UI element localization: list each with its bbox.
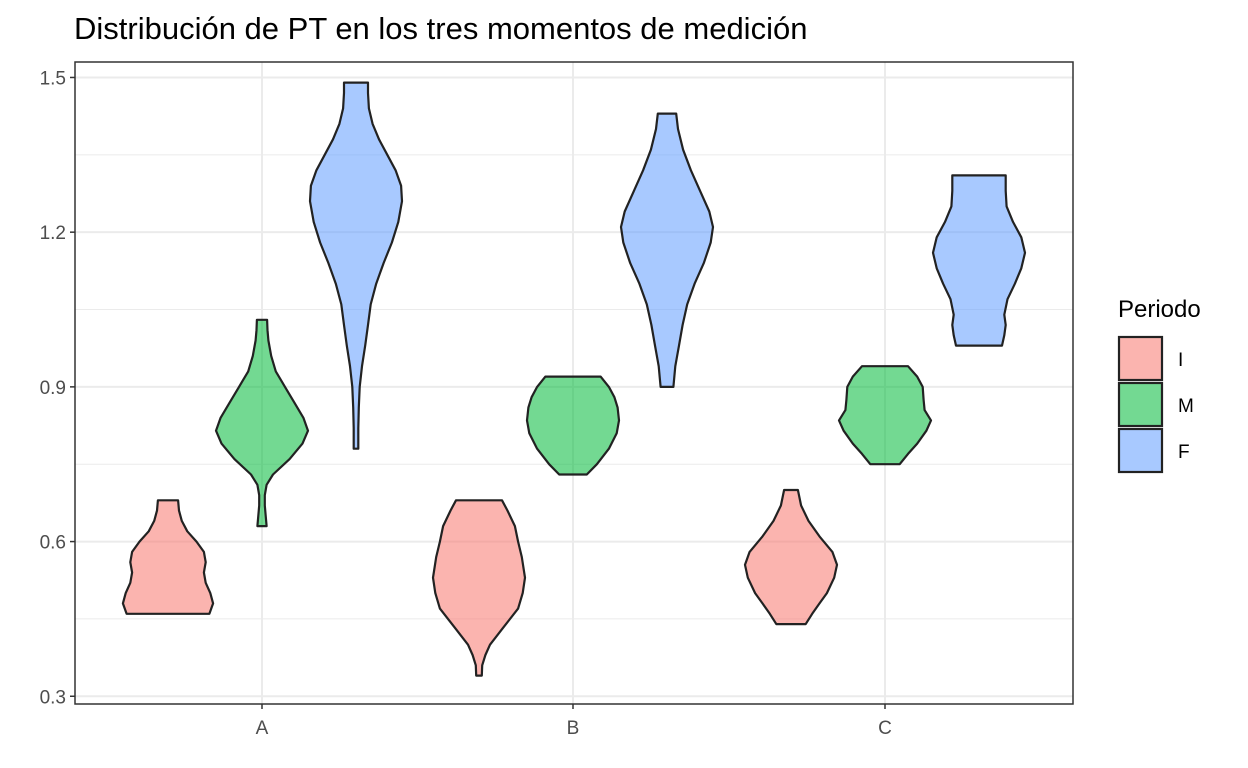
axes: 0.3 0.6 0.9 1.2 1.5 A B C <box>40 61 1074 739</box>
violins <box>121 81 1027 677</box>
legend-key-M <box>1117 381 1164 428</box>
legend-key-F <box>1117 427 1164 474</box>
violin-F-B <box>619 112 715 388</box>
violin-I-A <box>121 499 215 615</box>
violin-M-A <box>214 318 310 528</box>
legend-title: Periodo <box>1118 296 1201 323</box>
y-tick-label: 0.6 <box>40 533 66 554</box>
violin-M-B <box>525 375 621 476</box>
y-tick-label: 1.2 <box>40 223 66 244</box>
x-tick-label: A <box>256 718 269 739</box>
y-tick-label: 0.3 <box>40 687 66 708</box>
chart-title: Distribución de PT en los tres momentos … <box>74 11 807 46</box>
violin-I-C <box>743 488 839 626</box>
panel-border <box>74 61 1074 705</box>
x-tick-label: C <box>878 718 892 739</box>
violin-F-A <box>308 81 404 450</box>
legend-label: F <box>1178 442 1190 463</box>
legend-label: M <box>1178 396 1194 417</box>
legend-key-I <box>1117 335 1164 382</box>
legend-label: I <box>1178 350 1183 371</box>
y-tick-label: 0.9 <box>40 378 66 399</box>
violin-F-C <box>931 174 1027 347</box>
violin-M-C <box>837 365 933 466</box>
x-tick-label: B <box>567 718 580 739</box>
y-tick-label: 1.5 <box>40 68 66 89</box>
violin-I-B <box>431 499 527 677</box>
legend: Periodo I M F <box>1117 296 1201 474</box>
